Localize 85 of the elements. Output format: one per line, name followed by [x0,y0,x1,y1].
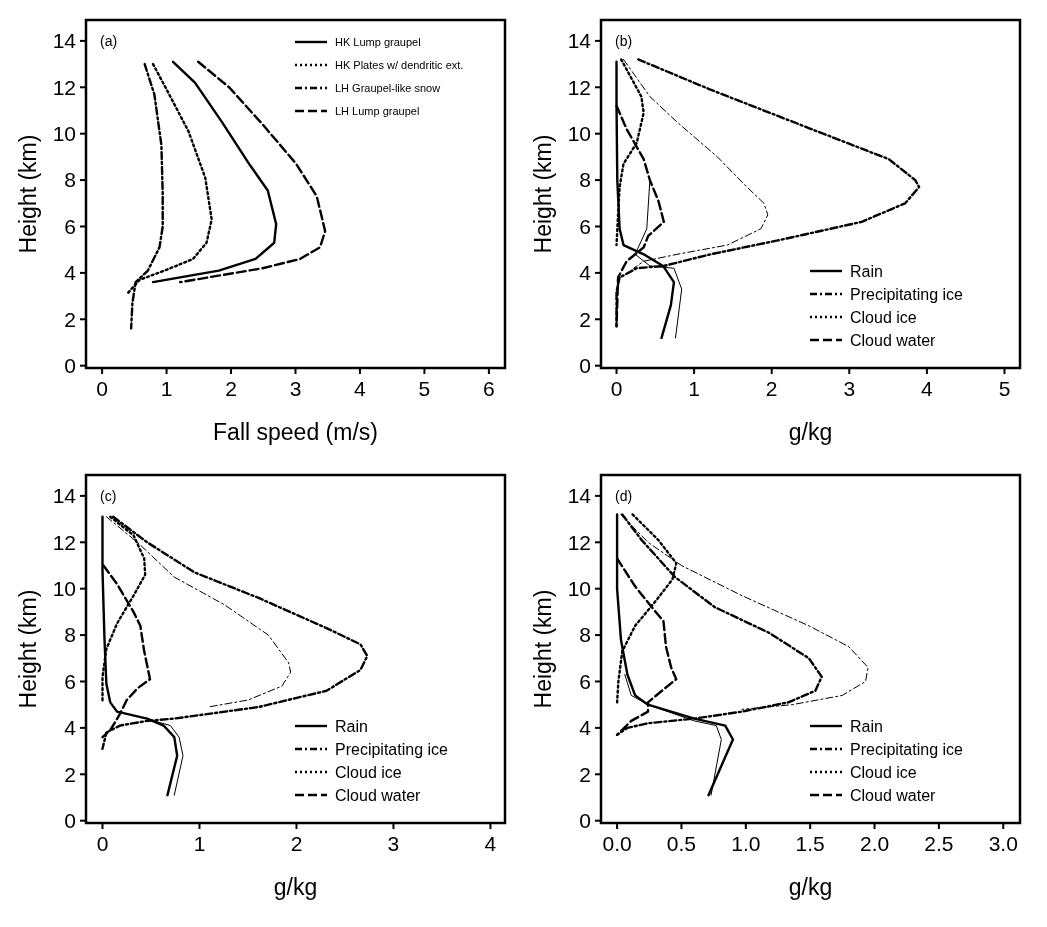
y-tick-label: 12 [52,75,76,99]
y-tick-label: 2 [579,762,591,786]
x-tick-label: 4 [354,377,367,400]
y-tick-label: 12 [52,530,76,554]
x-axis-title: g/kg [788,874,833,900]
y-tick-label: 10 [567,577,591,601]
y-tick-label: 2 [64,762,76,786]
legend-label: LH Lump graupel [335,104,420,117]
legend-label: Precipitating ice [335,740,449,758]
x-tick-label: 1 [193,832,206,855]
legend-label: HK Lump graupel [335,35,421,48]
y-tick-label: 10 [52,577,76,601]
x-tick-label: 0 [96,832,109,855]
y-tick-label: 4 [579,261,592,285]
text: (a) [100,32,118,49]
y-tick-label: 10 [52,122,76,146]
y-tick-label: 0 [579,354,591,378]
x-tick-label: 6 [483,377,495,400]
x-tick-label: 2.0 [859,832,890,855]
x-tick-label: 1.0 [731,832,761,855]
y-tick-label: 12 [567,530,591,554]
x-tick-label: 3.0 [988,832,1018,855]
x-tick-label: 3 [289,377,302,400]
y-tick-label: 8 [579,623,591,647]
x-tick-label: 2 [225,377,237,400]
x-tick-label: 2.5 [924,832,954,855]
legend-label: HK Plates w/ dendritic ext. [335,58,464,71]
x-tick-label: 4 [921,377,934,400]
x-tick-label: 2 [290,832,303,855]
legend-label: Cloud ice [335,763,402,781]
y-tick-label: 8 [64,168,76,192]
y-axis-title: Height (km) [15,134,41,254]
legend-label: LH Graupel-like snow [335,81,441,94]
y-tick-label: 12 [567,75,591,99]
x-axis-title: g/kg [273,874,318,900]
x-axis-title: Fall speed (m/s) [213,419,378,445]
legend-label: Rain [850,262,883,280]
x-tick-label: 5 [418,377,431,400]
y-axis-title: Height (km) [530,589,556,709]
legend-label: Cloud water [850,331,937,349]
y-tick-label: 4 [64,716,77,740]
y-tick-label: 14 [567,484,592,508]
y-tick-label: 0 [64,354,76,378]
x-tick-label: 1 [688,377,700,400]
y-tick-label: 6 [579,214,591,238]
y-tick-label: 8 [64,623,76,647]
legend-label: Cloud water [335,786,422,804]
y-tick-label: 8 [579,168,591,192]
y-tick-label: 2 [579,307,591,331]
legend-label: Cloud ice [850,763,917,781]
x-tick-label: 1.5 [795,832,825,855]
y-tick-label: 14 [52,29,77,53]
text: (b) [615,32,633,49]
x-axis-title: g/kg [788,419,833,445]
legend-label: Precipitating ice [850,285,964,303]
y-tick-label: 14 [567,29,592,53]
text: (d) [615,487,633,504]
y-axis-title: Height (km) [530,134,556,254]
legend-label: Rain [850,717,883,735]
legend-label: Cloud ice [850,308,917,326]
y-tick-label: 0 [579,809,591,833]
x-tick-label: 2 [765,377,778,400]
y-tick-label: 6 [579,669,591,693]
y-tick-label: 14 [52,484,77,508]
y-tick-label: 0 [64,809,76,833]
text: (c) [100,487,117,504]
x-tick-label: 1 [160,377,173,400]
y-tick-label: 6 [64,214,76,238]
x-tick-label: 0.5 [666,832,697,855]
legend-label: Rain [335,717,368,735]
x-tick-label: 0 [96,377,108,400]
y-tick-label: 2 [64,307,76,331]
x-tick-label: 0.0 [602,832,632,855]
y-tick-label: 6 [64,669,76,693]
x-tick-label: 0 [610,377,623,400]
y-axis-title: Height (km) [15,589,41,709]
legend-label: Cloud water [850,786,937,804]
legend-label: Precipitating ice [850,740,964,758]
x-tick-label: 4 [484,832,497,855]
y-tick-label: 4 [64,261,77,285]
x-tick-label: 3 [387,832,400,855]
x-tick-label: 3 [843,377,856,400]
y-tick-label: 4 [579,716,592,740]
x-tick-label: 5 [998,377,1011,400]
y-tick-label: 10 [567,122,591,146]
